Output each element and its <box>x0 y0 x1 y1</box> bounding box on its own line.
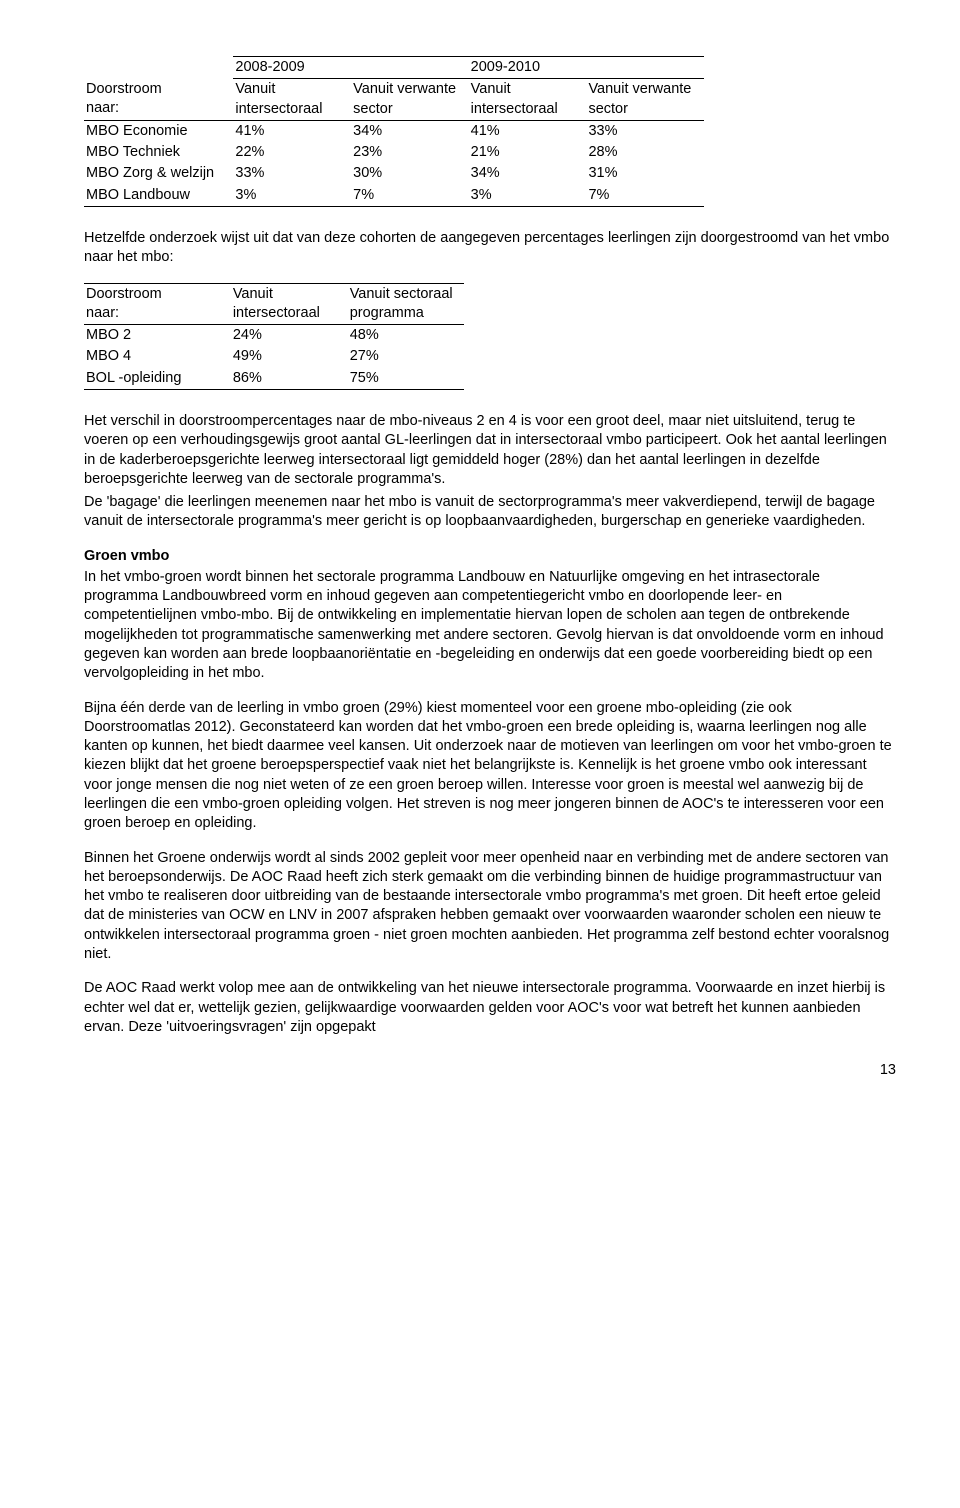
paragraph-groen-4: De AOC Raad werkt volop mee aan de ontwi… <box>84 979 896 1037</box>
table1-col1-hdr: Vanuit intersectoraal <box>233 79 351 121</box>
paragraph-groen-2: Bijna één derde van de leerling in vmbo … <box>84 699 896 834</box>
paragraph-groen-3: Binnen het Groene onderwijs wordt al sin… <box>84 849 896 965</box>
table1-col4-hdr: Vanuit verwante sector <box>586 79 704 121</box>
paragraph-groen-1: In het vmbo-groen wordt binnen het secto… <box>84 568 896 684</box>
table-doorstroom-2: Doorstroom naar: Vanuit intersectoraal V… <box>84 283 464 390</box>
table1-body: MBO Economie 41% 34% 41% 33% MBO Technie… <box>84 120 704 206</box>
table-row: MBO Zorg & welzijn 33% 30% 34% 31% <box>84 163 704 184</box>
table1-group-1: 2009-2010 <box>469 57 704 79</box>
table-row: BOL -opleiding 86% 75% <box>84 368 464 390</box>
table-row: MBO Landbouw 3% 7% 3% 7% <box>84 185 704 207</box>
section-title-groen: Groen vmbo <box>84 547 896 566</box>
table-row: MBO Techniek 22% 23% 21% 28% <box>84 142 704 163</box>
paragraph-bagage: De 'bagage' die leerlingen meenemen naar… <box>84 493 896 532</box>
table-row: MBO 2 24% 48% <box>84 325 464 347</box>
table2-rowlabel-hdr: Doorstroom naar: <box>84 283 231 325</box>
table1-rowlabel-hdr: Doorstroom naar: <box>84 79 233 121</box>
table-row: MBO Economie 41% 34% 41% 33% <box>84 120 704 142</box>
page-number: 13 <box>84 1061 896 1080</box>
table-doorstroom-1: 2008-2009 2009-2010 Doorstroom naar: Van… <box>84 56 704 207</box>
table1-group-0: 2008-2009 <box>233 57 468 79</box>
table2-col2-hdr: Vanuit sectoraal programma <box>348 283 464 325</box>
table2-body: MBO 2 24% 48% MBO 4 49% 27% BOL -opleidi… <box>84 325 464 390</box>
table1-col2-hdr: Vanuit verwante sector <box>351 79 469 121</box>
paragraph-intro-table2: Hetzelfde onderzoek wijst uit dat van de… <box>84 229 896 268</box>
table2-col1-hdr: Vanuit intersectoraal <box>231 283 348 325</box>
table-row: MBO 4 49% 27% <box>84 346 464 367</box>
paragraph-verschil: Het verschil in doorstroompercentages na… <box>84 412 896 489</box>
table1-col3-hdr: Vanuit intersectoraal <box>469 79 587 121</box>
